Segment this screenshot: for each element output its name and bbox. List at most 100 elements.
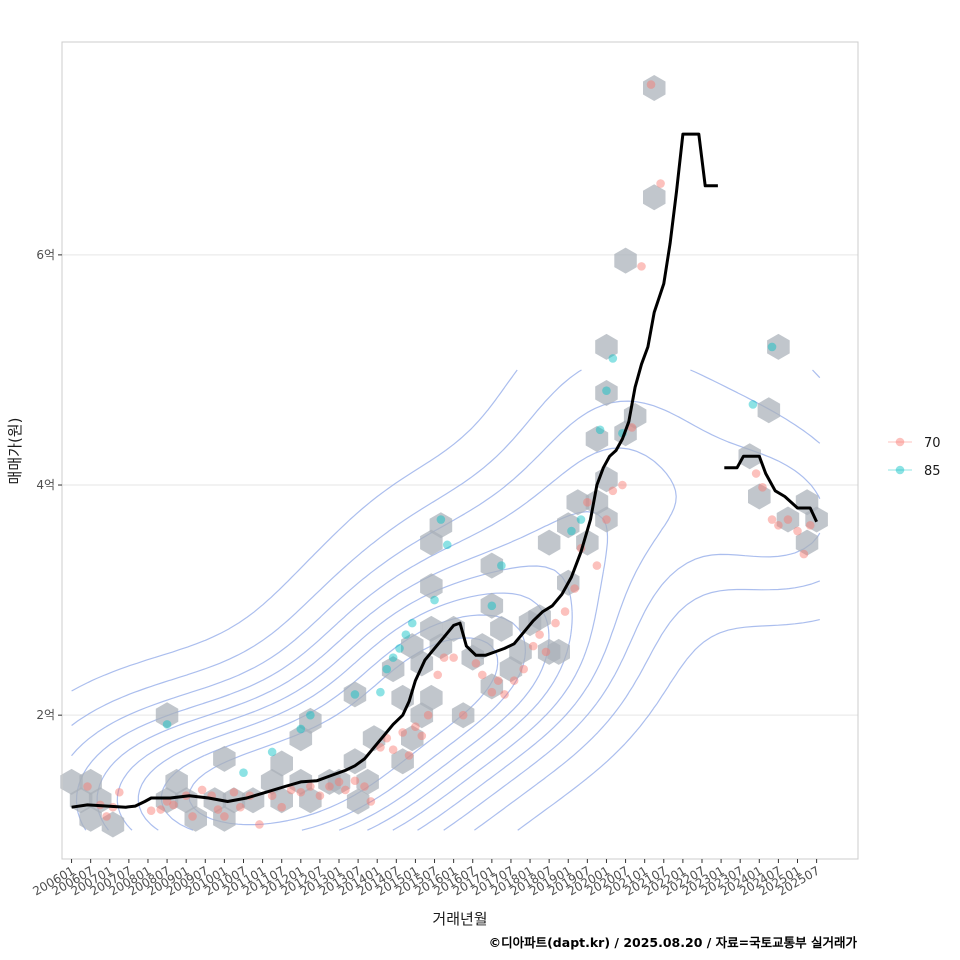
point-70 xyxy=(433,670,443,680)
hexbin-cell xyxy=(346,788,370,815)
hexbin-cell xyxy=(420,684,443,711)
point-85 xyxy=(162,720,172,729)
hexbin-cell xyxy=(213,805,236,832)
point-70 xyxy=(83,782,92,791)
point-70 xyxy=(220,812,229,821)
hexbin-cell xyxy=(79,805,102,832)
hexbin-cell xyxy=(776,506,800,533)
legend-item-85: 85 xyxy=(888,464,941,479)
point-70 xyxy=(315,791,325,801)
hexbin-cell xyxy=(480,592,504,619)
trend-line xyxy=(71,132,818,809)
hexbin-cell xyxy=(547,638,570,665)
point-85 xyxy=(388,653,398,662)
point-70 xyxy=(793,526,802,536)
point-85 xyxy=(395,644,404,653)
point-70 xyxy=(366,797,376,806)
point-70 xyxy=(102,812,111,821)
hexbin-cell xyxy=(595,506,618,533)
hexbin-cell xyxy=(299,707,322,734)
legend-label: 70 xyxy=(924,436,941,451)
point-70 xyxy=(398,728,407,737)
point-85 xyxy=(608,354,618,363)
hexbin-cell xyxy=(795,529,819,556)
hexbin-cell xyxy=(420,529,443,556)
y-tick-label: 4억 xyxy=(36,478,55,492)
hexbin-cell xyxy=(60,768,83,795)
hexbin-cell xyxy=(566,489,590,516)
hexbin-cell xyxy=(643,75,666,101)
hexbin-cell xyxy=(595,333,618,360)
hexbin-cell xyxy=(429,633,453,660)
y-tick-label: 2억 xyxy=(36,708,55,722)
hexbin-cell xyxy=(299,787,322,814)
point-70 xyxy=(560,607,570,616)
point-70 xyxy=(656,179,665,188)
point-70 xyxy=(267,791,277,801)
hexbin-cell xyxy=(343,681,367,708)
hexbin-cell xyxy=(289,725,313,752)
point-70 xyxy=(783,515,793,524)
x-axis-title: 거래년월 xyxy=(432,910,487,928)
point-85 xyxy=(567,526,576,536)
point-70 xyxy=(169,800,178,810)
point-70 xyxy=(115,787,124,797)
point-70 xyxy=(188,812,197,821)
point-85 xyxy=(296,724,306,734)
point-85 xyxy=(382,664,392,674)
point-70 xyxy=(458,710,468,720)
point-70 xyxy=(799,549,809,559)
hexbin-cell xyxy=(420,573,443,600)
point-70 xyxy=(417,731,427,741)
panel-border xyxy=(61,41,859,860)
point-70 xyxy=(487,687,497,697)
hexbin-cell xyxy=(155,702,179,729)
hexbin-cell xyxy=(429,512,453,539)
y-tick-label: 6억 xyxy=(36,248,55,262)
point-70 xyxy=(493,676,503,685)
hexbin-cell xyxy=(509,638,532,665)
point-70 xyxy=(551,618,560,628)
point-85 xyxy=(748,400,758,409)
hexbin-cell xyxy=(184,805,207,832)
hexbin-cell xyxy=(101,811,125,838)
density-contour-0 xyxy=(71,369,821,831)
point-70 xyxy=(608,486,618,496)
hexbin-cell xyxy=(614,247,637,274)
hexbin-cell xyxy=(410,702,434,729)
point-85 xyxy=(767,342,777,352)
hexbin-cell xyxy=(401,725,424,752)
point-70 xyxy=(423,710,433,720)
hexbin-cell xyxy=(480,673,504,700)
caption: ©디아파트(dapt.kr) / 2025.08.20 / 자료=국토교통부 실… xyxy=(489,935,858,950)
point-85 xyxy=(430,595,439,605)
point-70 xyxy=(146,806,156,815)
legend: 70 85 xyxy=(888,436,941,479)
point-70 xyxy=(618,480,627,490)
point-70 xyxy=(229,787,239,797)
point-85 xyxy=(595,425,605,435)
point-70 xyxy=(449,653,458,662)
point-70 xyxy=(751,469,761,478)
point-70 xyxy=(277,802,286,812)
hexbin-cell xyxy=(391,748,414,775)
point-70 xyxy=(637,262,646,271)
point-70 xyxy=(296,787,306,797)
point-70 xyxy=(360,782,369,791)
hexbin-cell xyxy=(165,768,188,795)
hexbin-cell xyxy=(471,633,494,660)
point-70 xyxy=(535,630,544,639)
trend-segment-0 xyxy=(71,132,718,809)
hexbin-cell xyxy=(362,725,386,752)
hexbin-cell xyxy=(537,529,561,556)
point-85 xyxy=(487,601,497,611)
hexbin-cell xyxy=(490,615,513,642)
point-85 xyxy=(401,630,411,639)
hexbin-cell xyxy=(557,512,580,539)
point-70 xyxy=(592,561,602,570)
point-70 xyxy=(805,520,815,530)
point-70 xyxy=(541,647,551,657)
hexbin-cell xyxy=(767,333,790,360)
point-70 xyxy=(255,820,264,829)
